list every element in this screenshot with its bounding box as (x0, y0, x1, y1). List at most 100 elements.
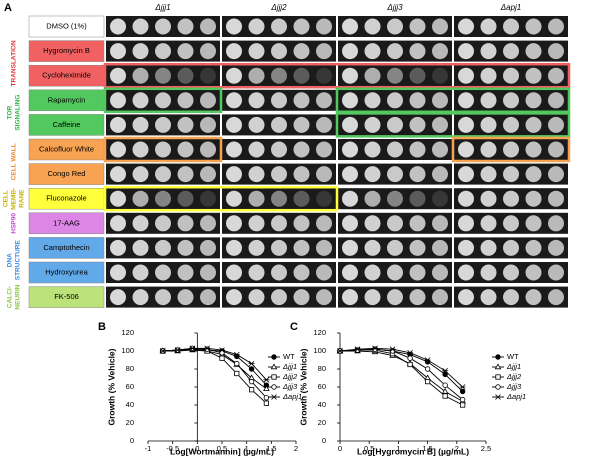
spot (409, 18, 426, 35)
spot (480, 141, 497, 158)
spot (458, 92, 474, 109)
spot (293, 166, 310, 183)
group-label: CELL (3, 190, 10, 207)
spot (458, 43, 474, 60)
spot (548, 67, 564, 84)
spot (271, 215, 287, 232)
spot (132, 215, 149, 232)
spot (155, 141, 171, 158)
row-label-box (28, 114, 105, 136)
spot (132, 43, 149, 60)
spot (364, 264, 381, 281)
row-label: Congo Red (48, 169, 86, 178)
y-tick-label: 20 (126, 418, 134, 427)
spot (342, 67, 358, 84)
spot (432, 289, 448, 306)
x-axis-label: Log[Hygromycin B] (µg/mL) (357, 446, 469, 456)
spot (316, 92, 332, 109)
spot (132, 67, 149, 84)
panel-label: C (290, 321, 298, 333)
spot (248, 264, 265, 281)
x-tick-label: 0 (195, 444, 199, 453)
marker (263, 395, 270, 401)
y-tick-label: 60 (126, 382, 134, 391)
spot (387, 18, 403, 35)
x-tick-label: 0.5 (364, 444, 374, 453)
spot (409, 264, 426, 281)
legend-marker (271, 394, 277, 400)
spot (525, 190, 542, 207)
spot (432, 190, 448, 207)
row-label-box (28, 286, 105, 308)
spot (503, 116, 519, 133)
x-tick-label: 2 (455, 444, 459, 453)
spot (248, 141, 265, 158)
group-label: DNA (7, 253, 14, 267)
y-tick-label: 120 (121, 328, 134, 337)
spot (155, 116, 171, 133)
spot (480, 264, 497, 281)
spot (177, 92, 194, 109)
marker (441, 387, 449, 394)
spot (226, 215, 242, 232)
group-label: CELL WALL (11, 143, 18, 180)
spot (226, 116, 242, 133)
spot (387, 43, 403, 60)
series-line (339, 348, 463, 400)
y-tick-label: 120 (313, 328, 326, 337)
spot (177, 239, 194, 256)
marker (424, 357, 431, 363)
spot (409, 215, 426, 232)
spot (132, 166, 149, 183)
spot (248, 190, 265, 207)
panel-label: B (98, 321, 106, 333)
spot (525, 141, 542, 158)
spot (503, 43, 519, 60)
spot (503, 18, 519, 35)
legend-label: Δjjj2 (282, 372, 298, 381)
marker (424, 378, 431, 385)
spot (480, 67, 497, 84)
spot (387, 289, 403, 306)
row-label-box (28, 163, 105, 185)
spot (503, 264, 519, 281)
spot (342, 239, 358, 256)
spot (271, 141, 287, 158)
spot (503, 166, 519, 183)
spot (342, 43, 358, 60)
group-label: STRUCTURE (15, 240, 22, 281)
spot (293, 92, 310, 109)
legend-label: Δjjj1 (506, 362, 521, 371)
spot (387, 141, 403, 158)
y-tick-label: 40 (318, 400, 326, 409)
legend-label: Δjjj1 (282, 362, 297, 371)
y-tick-label: 0 (130, 436, 134, 445)
spot (200, 43, 216, 60)
spot (200, 289, 216, 306)
spot (248, 166, 265, 183)
spot (132, 190, 149, 207)
spot (480, 215, 497, 232)
spot (503, 141, 519, 158)
marker (389, 346, 396, 352)
marker (204, 346, 210, 352)
spot (293, 67, 310, 84)
marker (407, 361, 413, 368)
spot (525, 215, 542, 232)
spot (387, 239, 403, 256)
row-label-box (28, 212, 105, 235)
row-label-box (28, 261, 105, 284)
spot (409, 92, 426, 109)
marker (159, 348, 166, 354)
spot (364, 215, 381, 232)
spot (364, 116, 381, 133)
spot (548, 166, 564, 183)
spot (458, 67, 474, 84)
marker (248, 366, 255, 372)
column-header: Δjjj3 (386, 3, 403, 12)
row-label: Hydroxyurea (45, 267, 88, 276)
highlight-frame (103, 62, 571, 89)
spot (293, 43, 310, 60)
spot (503, 289, 519, 306)
spot (177, 43, 194, 60)
